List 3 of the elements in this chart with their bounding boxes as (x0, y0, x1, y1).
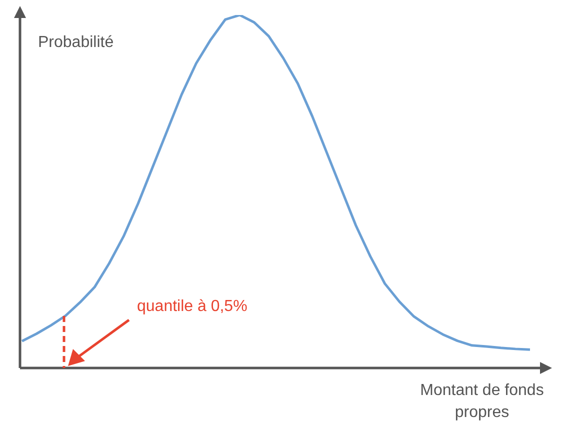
x-axis-title: Montant de fonds propres (419, 381, 545, 423)
y-axis-title: Probabilité (38, 34, 114, 52)
annotation: quantile à 0,5% (137, 298, 248, 316)
